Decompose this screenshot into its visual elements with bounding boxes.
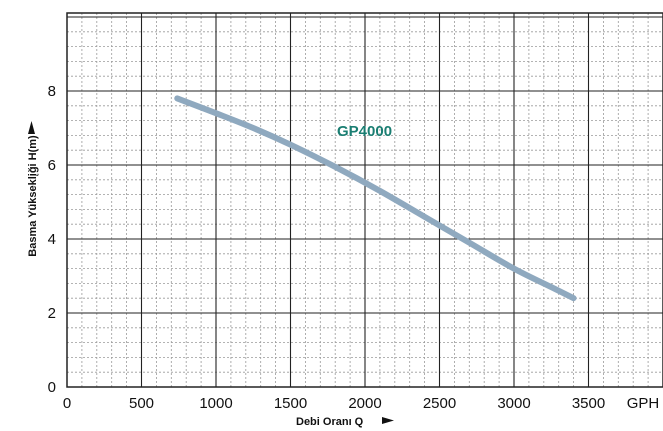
x-axis-title-group: Debi Oranı Q	[296, 416, 394, 428]
series-line-gp4000	[174, 95, 577, 302]
x-tick-labels: 0 500 1000 1500 2000 2500 3000 3500	[63, 395, 605, 412]
y-tick-label: 6	[48, 157, 56, 174]
y-axis-arrow-icon	[28, 121, 35, 134]
series-label-gp4000: GP4000	[337, 123, 392, 140]
y-axis-title-group: Basma Yükseklįği H(m)	[27, 121, 39, 257]
y-tick-labels: 0 2 4 6 8	[48, 83, 56, 396]
plot-frame	[66, 12, 663, 388]
x-tick-label: 2500	[423, 395, 456, 412]
y-tick-label: 4	[48, 231, 56, 248]
x-tick-label: 500	[129, 395, 154, 412]
x-tick-label: 1000	[199, 395, 232, 412]
y-tick-label: 2	[48, 305, 56, 322]
y-tick-label: 0	[48, 379, 56, 396]
x-unit-label: GPH	[627, 395, 660, 412]
y-axis-title: Basma Yükseklįği H(m)	[27, 135, 39, 257]
x-axis-arrow-icon	[382, 417, 394, 424]
major-grid	[67, 13, 663, 387]
x-tick-label: 3500	[572, 395, 605, 412]
x-tick-label: 1500	[274, 395, 307, 412]
x-tick-label: 2000	[348, 395, 381, 412]
x-tick-label: 0	[63, 395, 71, 412]
y-tick-label: 8	[48, 83, 56, 100]
x-tick-label: 3000	[497, 395, 530, 412]
x-axis-title: Debi Oranı Q	[296, 416, 364, 428]
series-layer	[174, 95, 577, 302]
